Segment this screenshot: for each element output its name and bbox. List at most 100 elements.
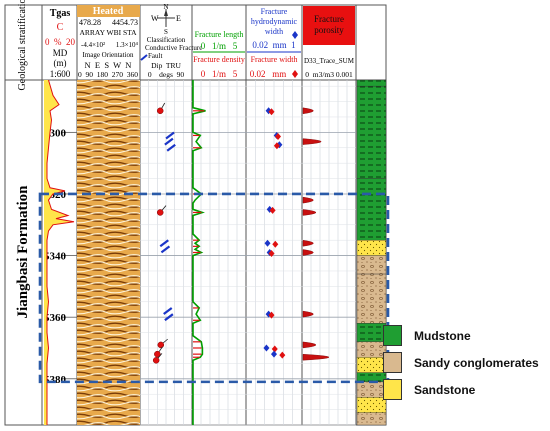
gr-title: Tgas xyxy=(50,8,71,19)
fracture-width-point-3 xyxy=(269,206,276,214)
legend-label-sandy-conglomerates: Sandy conglomerates xyxy=(414,355,539,370)
porosity-peak-4 xyxy=(302,240,314,247)
fracture-width-point-2 xyxy=(273,142,280,150)
tadpole-fault-8 xyxy=(164,313,174,322)
hydro-width-point-4 xyxy=(264,239,271,247)
lithology-bed-12 xyxy=(356,412,387,426)
tadpole-fault-2 xyxy=(164,137,174,146)
lithology-bed-1 xyxy=(356,85,387,179)
width-title: Fracture width xyxy=(251,55,298,64)
image-range-max: 4454.73 xyxy=(112,18,138,27)
legend-item-mudstone: Mudstone xyxy=(383,325,471,346)
fracture-width-point-4 xyxy=(272,240,279,248)
compass-w: W xyxy=(151,14,159,23)
density-scale: 0 1/m 5 xyxy=(201,69,238,79)
md-unit: (m) xyxy=(54,58,67,68)
porosity-peak-1 xyxy=(302,138,322,145)
porosity-title-1: Fracture xyxy=(314,14,344,24)
tadpole-conductive-0 xyxy=(156,107,164,115)
hydro-title: Fracture xyxy=(261,7,288,16)
fracture-width-point-5 xyxy=(268,250,275,257)
image-title: Heated xyxy=(93,6,124,17)
azimuth-labels: N E S W N xyxy=(85,60,132,70)
borehole-image xyxy=(77,80,140,425)
lithology-bed-4 xyxy=(356,255,387,275)
fracture-width-point-6 xyxy=(268,311,275,319)
depth-tick-label-2: 5340 xyxy=(44,251,67,263)
mudstone-swatch xyxy=(383,325,402,346)
stratification-header: Geological stratification xyxy=(17,0,28,90)
compass-n: N xyxy=(163,3,168,11)
lithology-bed-11 xyxy=(356,397,387,413)
fracture-width-point-1 xyxy=(275,132,281,140)
tadpole-conductive-9 xyxy=(157,341,165,349)
porosity-peak-2 xyxy=(302,196,314,204)
gr-scale: 0 % 20 xyxy=(45,37,75,47)
azimuth-scale: 0 90 180 270 360 xyxy=(78,70,138,79)
fracture-width-point-7 xyxy=(271,345,278,353)
hydro-width-point-7 xyxy=(263,344,270,352)
depth-tick-label-3: 5360 xyxy=(44,312,67,324)
hydro-title-3: width xyxy=(265,27,283,36)
porosity-peak-8 xyxy=(302,354,329,361)
legend-label-sandstone: Sandstone xyxy=(414,382,476,397)
tadpole-conductive-11 xyxy=(152,357,160,364)
porosity-peak-7 xyxy=(302,341,317,349)
gr-unit: C xyxy=(57,22,64,33)
depth-scale: 1:600 xyxy=(50,69,71,79)
length-scale: 0 1/m 5 xyxy=(201,41,238,51)
porosity-peak-5 xyxy=(302,249,314,256)
porosity-peak-3 xyxy=(302,209,317,216)
md-label: MD xyxy=(53,48,68,58)
lithology-bed-5 xyxy=(356,273,387,324)
width-scale: 0.02 mm xyxy=(250,69,287,79)
dip-fault: Fault xyxy=(148,52,162,60)
hydro-scale: 0.02 mm 1 xyxy=(252,40,295,50)
fault-legend-icon xyxy=(140,54,148,61)
tadpole-fault-5 xyxy=(159,239,169,248)
tadpole-conductive-10 xyxy=(154,350,161,358)
porosity-curve-label: D33_Trace_SUM xyxy=(304,57,355,65)
dip-conductive: Conductive Fracture xyxy=(145,44,202,52)
lithology-bed-7 xyxy=(356,341,387,358)
lithology-bed-10 xyxy=(356,381,387,398)
hydro-scale-diamond-icon xyxy=(292,31,298,39)
lithology-bed-8 xyxy=(356,357,387,373)
gas-curve xyxy=(46,79,75,425)
dip-label: Dip TRU xyxy=(151,61,181,70)
compass-icon xyxy=(157,9,175,27)
lithology-bed-0 xyxy=(356,79,387,87)
compass-s: S xyxy=(164,28,168,36)
tadpole-fault-7 xyxy=(163,307,173,315)
image-scale-b: 1.3×10⁴ xyxy=(116,41,139,49)
hydro-title-2: hydrodynamic xyxy=(251,17,298,26)
interval-zone-box xyxy=(38,192,390,384)
image-subtitle: ARRAY WBI STA xyxy=(79,28,137,37)
lithology-bed-6 xyxy=(356,323,387,343)
width-scale-diamond-icon xyxy=(292,70,298,78)
density-title: Fracture density xyxy=(193,55,245,64)
fracture-length-curve xyxy=(192,80,206,425)
tadpole-conductive-4 xyxy=(156,209,164,216)
lithology-bed-3 xyxy=(356,239,387,256)
dip-scale: 0 degs 90 xyxy=(148,70,184,79)
porosity-peak-0 xyxy=(302,107,314,115)
lithology-bed-9 xyxy=(356,372,387,383)
sandy-conglomerate-swatch xyxy=(383,352,402,373)
legend-item-sandstone: Sandstone xyxy=(383,379,475,400)
image-orientation-label: Image Orientation xyxy=(82,51,134,59)
legend-item-sandy-conglomerates: Sandy conglomerates xyxy=(383,352,539,373)
fracture-width-point-8 xyxy=(279,351,286,359)
tadpole-fault-3 xyxy=(166,143,176,152)
lithology-bed-2 xyxy=(356,178,387,241)
formation-label: Jiangbasi Formation xyxy=(15,185,31,319)
tadpole-fault-6 xyxy=(160,245,171,254)
tadpole-fault-1 xyxy=(165,131,175,140)
length-title: Fracture length xyxy=(195,30,244,39)
compass-e: E xyxy=(176,14,181,23)
porosity-peak-6 xyxy=(302,310,314,318)
legend-label-mudstone: Mudstone xyxy=(414,328,471,343)
sandstone-swatch xyxy=(383,379,402,400)
porosity-scale: 0 m3/m3 0.001 xyxy=(305,70,353,79)
